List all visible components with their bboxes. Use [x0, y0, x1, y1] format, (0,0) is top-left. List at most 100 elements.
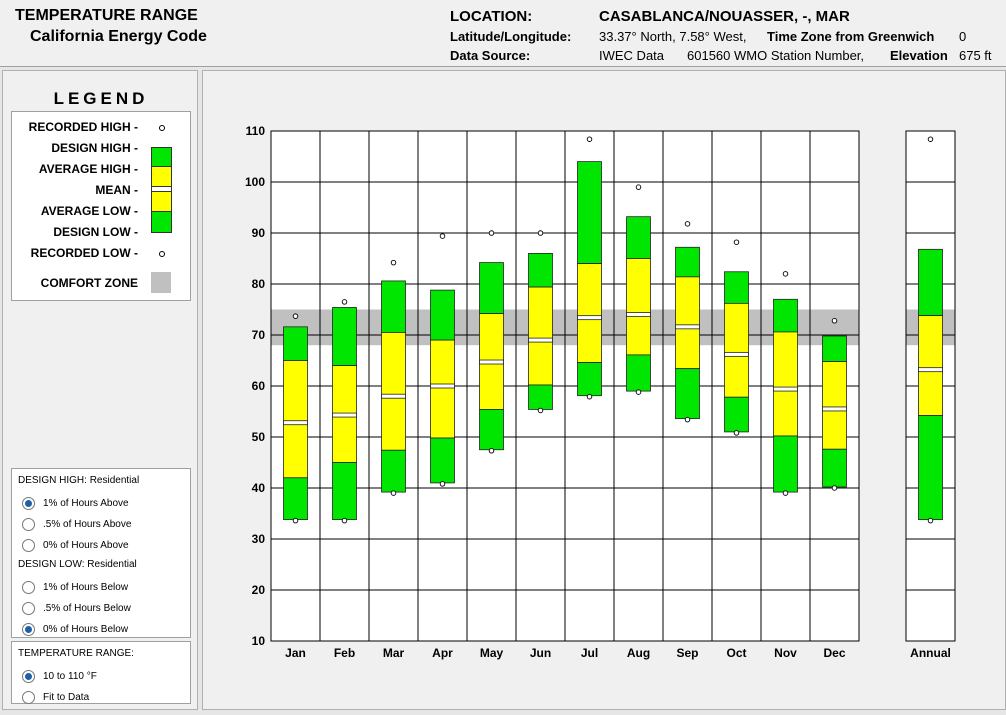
range-option-2[interactable]: Fit to Data	[22, 689, 90, 705]
radio-button[interactable]	[22, 497, 35, 511]
month-11-x-label: Nov	[774, 646, 797, 660]
range-options-panel: TEMPERATURE RANGE: 10 to 110 °F Fit to D…	[11, 641, 191, 705]
design-high-option-1[interactable]: 1% of Hours Above	[22, 495, 129, 511]
radio-button[interactable]	[22, 518, 35, 532]
radio-button[interactable]	[22, 539, 35, 553]
month-8-design-low-bar	[626, 354, 651, 392]
month-11-design-low-bar	[773, 435, 798, 493]
month-4-design-high-bar	[430, 289, 455, 341]
radio-label: 0% of Hours Above	[43, 540, 129, 552]
month-4-x-label: Apr	[432, 646, 453, 660]
header-bar: TEMPERATURE RANGE California Energy Code…	[0, 0, 1006, 67]
legend-average-high-swatch	[151, 166, 172, 187]
month-1-design-high-bar	[283, 326, 308, 361]
design-high-option-2[interactable]: .5% of Hours Above	[22, 516, 132, 532]
elevation-label: Elevation	[890, 48, 948, 63]
month-9-design-low-bar	[675, 368, 700, 420]
month-3-recorded-high-point	[390, 259, 397, 266]
y-tick-label: 90	[252, 226, 266, 240]
recorded-low-marker	[159, 251, 165, 257]
legend-mean-swatch	[151, 186, 172, 192]
month-12-recorded-low-point	[831, 485, 838, 491]
annual-recorded-low-point	[927, 517, 934, 524]
month-1-recorded-low-point	[292, 517, 299, 524]
annual-mean-marker	[918, 367, 943, 373]
radio-button[interactable]	[22, 691, 35, 705]
radio-button[interactable]	[22, 581, 35, 595]
design-high-head-label: DESIGN HIGH:	[18, 475, 87, 486]
legend-box: RECORDED HIGH - DESIGN HIGH - AVERAGE HI…	[11, 111, 191, 301]
month-10-recorded-high-point	[733, 239, 740, 245]
annual-x-label: Annual	[910, 646, 951, 660]
y-tick-label: 30	[252, 532, 266, 546]
month-7-average-bar	[577, 263, 602, 363]
design-options-panel: DESIGN HIGH: Residential 1% of Hours Abo…	[11, 468, 191, 638]
design-low-heading: DESIGN LOW: Residential	[18, 559, 137, 570]
month-6-recorded-high-point	[537, 230, 544, 236]
month-3-average-bar	[381, 332, 406, 451]
legend-comfort-zone-label: COMFORT ZONE	[40, 276, 138, 290]
page-subtitle: California Energy Code	[30, 28, 207, 45]
month-10-design-high-bar	[724, 271, 749, 304]
radio-button[interactable]	[22, 623, 35, 637]
month-2-design-low-bar	[332, 462, 357, 521]
month-5-design-low-bar	[479, 409, 504, 451]
month-10-x-label: Oct	[726, 646, 746, 660]
design-low-type: Residential	[87, 559, 137, 570]
y-tick-label: 110	[246, 124, 266, 138]
month-5-x-label: May	[480, 646, 504, 660]
design-low-option-1[interactable]: 1% of Hours Below	[22, 579, 129, 595]
location-value: CASABLANCA/NOUASSER, -, MAR	[599, 8, 850, 25]
month-7-recorded-low-point	[586, 393, 593, 400]
source-value: IWEC Data	[599, 48, 665, 63]
month-3-recorded-low-point	[390, 490, 397, 496]
comfort-zone-swatch	[151, 272, 171, 293]
range-option-1[interactable]: 10 to 110 °F	[22, 668, 97, 684]
design-low-option-2[interactable]: .5% of Hours Below	[22, 600, 131, 616]
month-12-x-label: Dec	[823, 646, 845, 660]
legend-recorded-low-label: RECORDED LOW -	[30, 246, 138, 260]
legend-design-high-label: DESIGN HIGH -	[51, 141, 138, 155]
month-4-recorded-high-point	[439, 233, 446, 239]
month-7-design-high-bar	[577, 161, 602, 264]
y-tick-label: 80	[252, 277, 266, 291]
legend-design-low-swatch	[151, 211, 172, 233]
y-tick-label: 10	[252, 634, 266, 648]
legend-swatch	[151, 147, 172, 233]
month-6-average-bar	[528, 286, 553, 386]
month-5-mean-marker	[479, 359, 504, 365]
legend-average-low-label: AVERAGE LOW -	[40, 204, 138, 218]
month-5-design-high-bar	[479, 262, 504, 314]
latlon-value: 33.37° North, 7.58° West,	[599, 29, 747, 44]
month-2-mean-marker	[332, 412, 357, 418]
design-low-option-3[interactable]: 0% of Hours Below	[22, 621, 128, 637]
month-6-x-label: Jun	[530, 646, 551, 660]
month-10-average-bar	[724, 302, 749, 398]
legend-average-high-label: AVERAGE HIGH -	[38, 162, 138, 176]
latlon-label: Latitude/Longitude:	[450, 29, 572, 44]
y-tick-label: 100	[245, 175, 265, 189]
radio-button[interactable]	[22, 670, 35, 684]
month-3-design-high-bar	[381, 280, 406, 333]
design-high-type: Residential	[89, 475, 140, 486]
radio-label: Fit to Data	[43, 692, 90, 704]
design-high-option-3[interactable]: 0% of Hours Above	[22, 537, 129, 553]
month-2-design-high-bar	[332, 307, 357, 367]
chart-panel: 10 20 30 40 50 60 70 80 90 100 110 Jan Feb Mar Apr May J…	[202, 70, 1006, 710]
range-heading: TEMPERATURE RANGE:	[18, 648, 134, 659]
month-12-average-bar	[822, 361, 847, 450]
radio-label: .5% of Hours Above	[43, 519, 132, 531]
month-1-design-low-bar	[283, 477, 308, 521]
y-tick-label: 20	[252, 583, 266, 597]
annual-design-low-bar	[918, 415, 943, 521]
radio-button[interactable]	[22, 602, 35, 616]
timezone-value: 0	[959, 29, 967, 44]
month-1-x-label: Jan	[285, 646, 306, 660]
month-7-mean-marker	[577, 315, 602, 321]
month-4-design-low-bar	[430, 437, 455, 484]
left-panel: LEGEND RECORDED HIGH - DESIGN HIGH - AVE…	[2, 70, 198, 710]
month-9-recorded-high-point	[684, 221, 691, 227]
radio-label: 1% of Hours Below	[43, 582, 129, 594]
design-high-heading: DESIGN HIGH: Residential	[18, 475, 139, 486]
radio-label: 10 to 110 °F	[43, 671, 97, 683]
